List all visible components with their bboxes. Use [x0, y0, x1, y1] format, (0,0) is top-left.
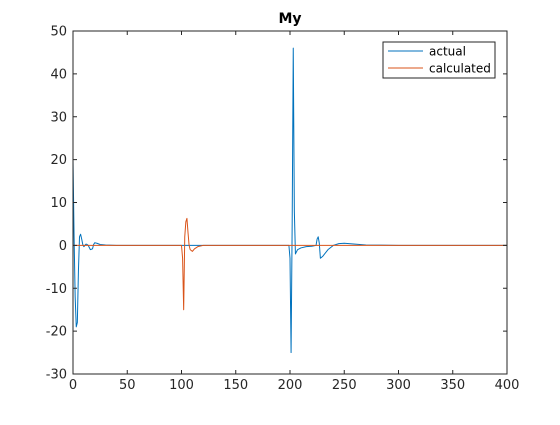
chart-title: My: [278, 11, 301, 27]
legend: actual calculated: [382, 41, 496, 79]
y-tick-label: 40: [50, 67, 67, 82]
y-tick-label: -30: [46, 368, 67, 383]
series-line-calculated: [73, 217, 507, 311]
legend-label-calculated: calculated: [429, 62, 491, 76]
legend-label-actual: actual: [429, 45, 466, 59]
x-tick-label: 300: [386, 378, 411, 393]
y-tick-label: 20: [50, 153, 67, 168]
x-tick-label: 250: [332, 378, 357, 393]
y-tick-label: -10: [46, 282, 67, 297]
x-tick-label: 50: [119, 378, 136, 393]
tick-layer: 0 50 100 150 200 250 300 350 400 -30 -20 -10 0 10 20 30…: [46, 25, 520, 394]
y-tick-label: 30: [50, 110, 67, 125]
x-tick-label: 200: [278, 378, 303, 393]
x-tick-label: 0: [69, 378, 77, 393]
x-tick-label: 100: [169, 378, 194, 393]
legend-box: [382, 41, 496, 79]
series-layer: [72, 47, 507, 354]
x-tick-label: 150: [223, 378, 248, 393]
x-tick-label: 400: [495, 378, 520, 393]
y-tick-label: 50: [50, 25, 67, 40]
y-tick-label: -20: [46, 325, 67, 340]
x-tick-label: 350: [440, 378, 465, 393]
y-tick-label: 10: [50, 196, 67, 211]
axes-background: [73, 31, 507, 374]
y-tick-label: 0: [59, 239, 67, 254]
